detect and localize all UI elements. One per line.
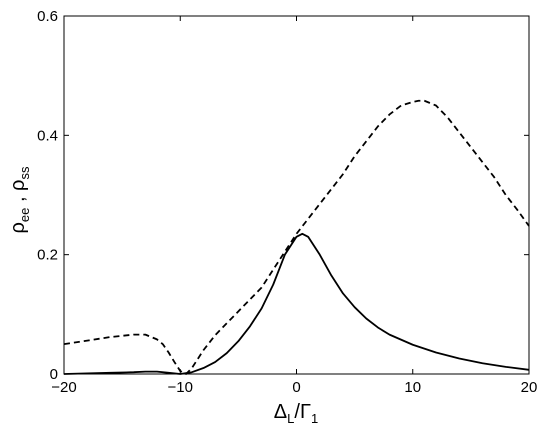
y-tick-label: 0.4 [37, 127, 58, 144]
series-layer [63, 99, 530, 375]
x-axis-label-sub2: 1 [311, 411, 318, 426]
plot-area [63, 15, 530, 375]
y-axis-ticks: 0 0.2 0.4 0.6 [37, 8, 529, 383]
y-axis-label-a: ρ [7, 222, 29, 233]
x-tick-label: −20 [51, 379, 76, 396]
y-tick-label: 0.6 [37, 8, 58, 25]
y-tick-label: 0.2 [37, 247, 58, 264]
x-axis-ticks: −20 −10 0 10 20 [51, 16, 537, 396]
y-axis-label-sep: , [7, 191, 29, 208]
x-tick-label: 0 [292, 379, 300, 396]
series-line-dashed [63, 99, 530, 375]
x-axis-label-slash: /Γ [294, 401, 311, 423]
x-axis-label: ΔL/Γ1 [274, 401, 318, 426]
y-axis-label-b-sub: ss [17, 166, 32, 180]
y-tick-label: 0 [50, 366, 58, 383]
x-axis-label-main: Δ [274, 401, 287, 423]
series-line-solid [63, 232, 530, 375]
y-axis-label-b: ρ [7, 180, 29, 191]
x-tick-label: −10 [168, 379, 193, 396]
y-axis-label-a-sub: ee [17, 208, 32, 222]
x-tick-label: 10 [404, 379, 421, 396]
x-axis-label-sub: L [287, 411, 294, 426]
y-axis-label: ρee , ρss [7, 166, 32, 233]
x-tick-label: 20 [521, 379, 538, 396]
